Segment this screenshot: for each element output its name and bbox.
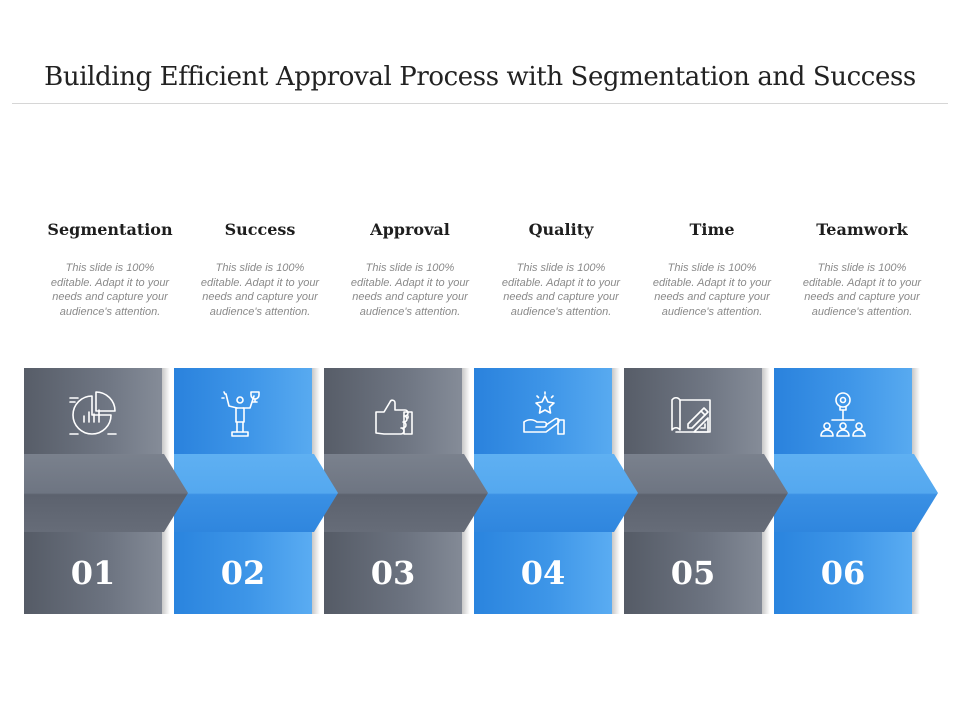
thumbs-up-icon bbox=[368, 390, 418, 440]
step-1-bottom-panel bbox=[24, 532, 162, 614]
step-5-arrow bbox=[624, 454, 788, 532]
step-1-block: 01 bbox=[24, 368, 188, 614]
step-6-heading: Teamwork bbox=[816, 220, 908, 239]
idea-team-icon bbox=[818, 390, 868, 440]
step-2-heading: Success bbox=[224, 220, 296, 239]
step-4-description: This slide is 100% editable. Adapt it to… bbox=[501, 262, 621, 318]
step-4-heading: Quality bbox=[528, 220, 594, 239]
step-5-bottom-panel bbox=[624, 532, 762, 614]
blueprint-pencil-icon bbox=[668, 390, 718, 440]
step-6-arrow bbox=[774, 454, 938, 532]
step-5-heading: Time bbox=[689, 220, 735, 239]
trophy-winner-icon bbox=[218, 390, 268, 440]
step-6-number: 06 bbox=[820, 554, 866, 592]
step-4-number: 04 bbox=[520, 554, 566, 592]
step-5-block: 05 bbox=[624, 368, 788, 614]
step-3-description: This slide is 100% editable. Adapt it to… bbox=[350, 262, 470, 318]
step-6-block: 06 bbox=[774, 368, 938, 614]
step-2-block: 02 bbox=[174, 368, 338, 614]
step-1-number: 01 bbox=[70, 554, 116, 592]
star-hand-icon bbox=[518, 390, 568, 440]
step-2-description: This slide is 100% editable. Adapt it to… bbox=[200, 262, 320, 318]
segmentation-chart-icon bbox=[68, 390, 118, 440]
title-divider bbox=[12, 103, 948, 104]
step-3-bottom-panel bbox=[324, 532, 462, 614]
step-2-arrow bbox=[174, 454, 338, 532]
step-3-heading: Approval bbox=[370, 220, 450, 239]
step-5-number: 05 bbox=[670, 554, 716, 592]
step-4-block: 04 bbox=[474, 368, 638, 614]
step-5-description: This slide is 100% editable. Adapt it to… bbox=[652, 262, 772, 318]
step-6-description: This slide is 100% editable. Adapt it to… bbox=[802, 262, 922, 318]
step-5-top-panel bbox=[624, 368, 762, 454]
step-3-number: 03 bbox=[370, 554, 416, 592]
page-title: Building Efficient Approval Process with… bbox=[44, 62, 916, 92]
step-6-bottom-panel bbox=[774, 532, 912, 614]
step-1-top-panel bbox=[24, 368, 162, 454]
step-3-top-panel bbox=[324, 368, 462, 454]
step-1-description: This slide is 100% editable. Adapt it to… bbox=[50, 262, 170, 318]
step-4-arrow bbox=[474, 454, 638, 532]
step-2-top-panel bbox=[174, 368, 312, 454]
step-4-bottom-panel bbox=[474, 532, 612, 614]
step-1-heading: Segmentation bbox=[47, 220, 173, 239]
step-2-bottom-panel bbox=[174, 532, 312, 614]
step-2-number: 02 bbox=[220, 554, 266, 592]
step-3-arrow bbox=[324, 454, 488, 532]
step-1-arrow bbox=[24, 454, 188, 532]
step-3-block: 03 bbox=[324, 368, 488, 614]
